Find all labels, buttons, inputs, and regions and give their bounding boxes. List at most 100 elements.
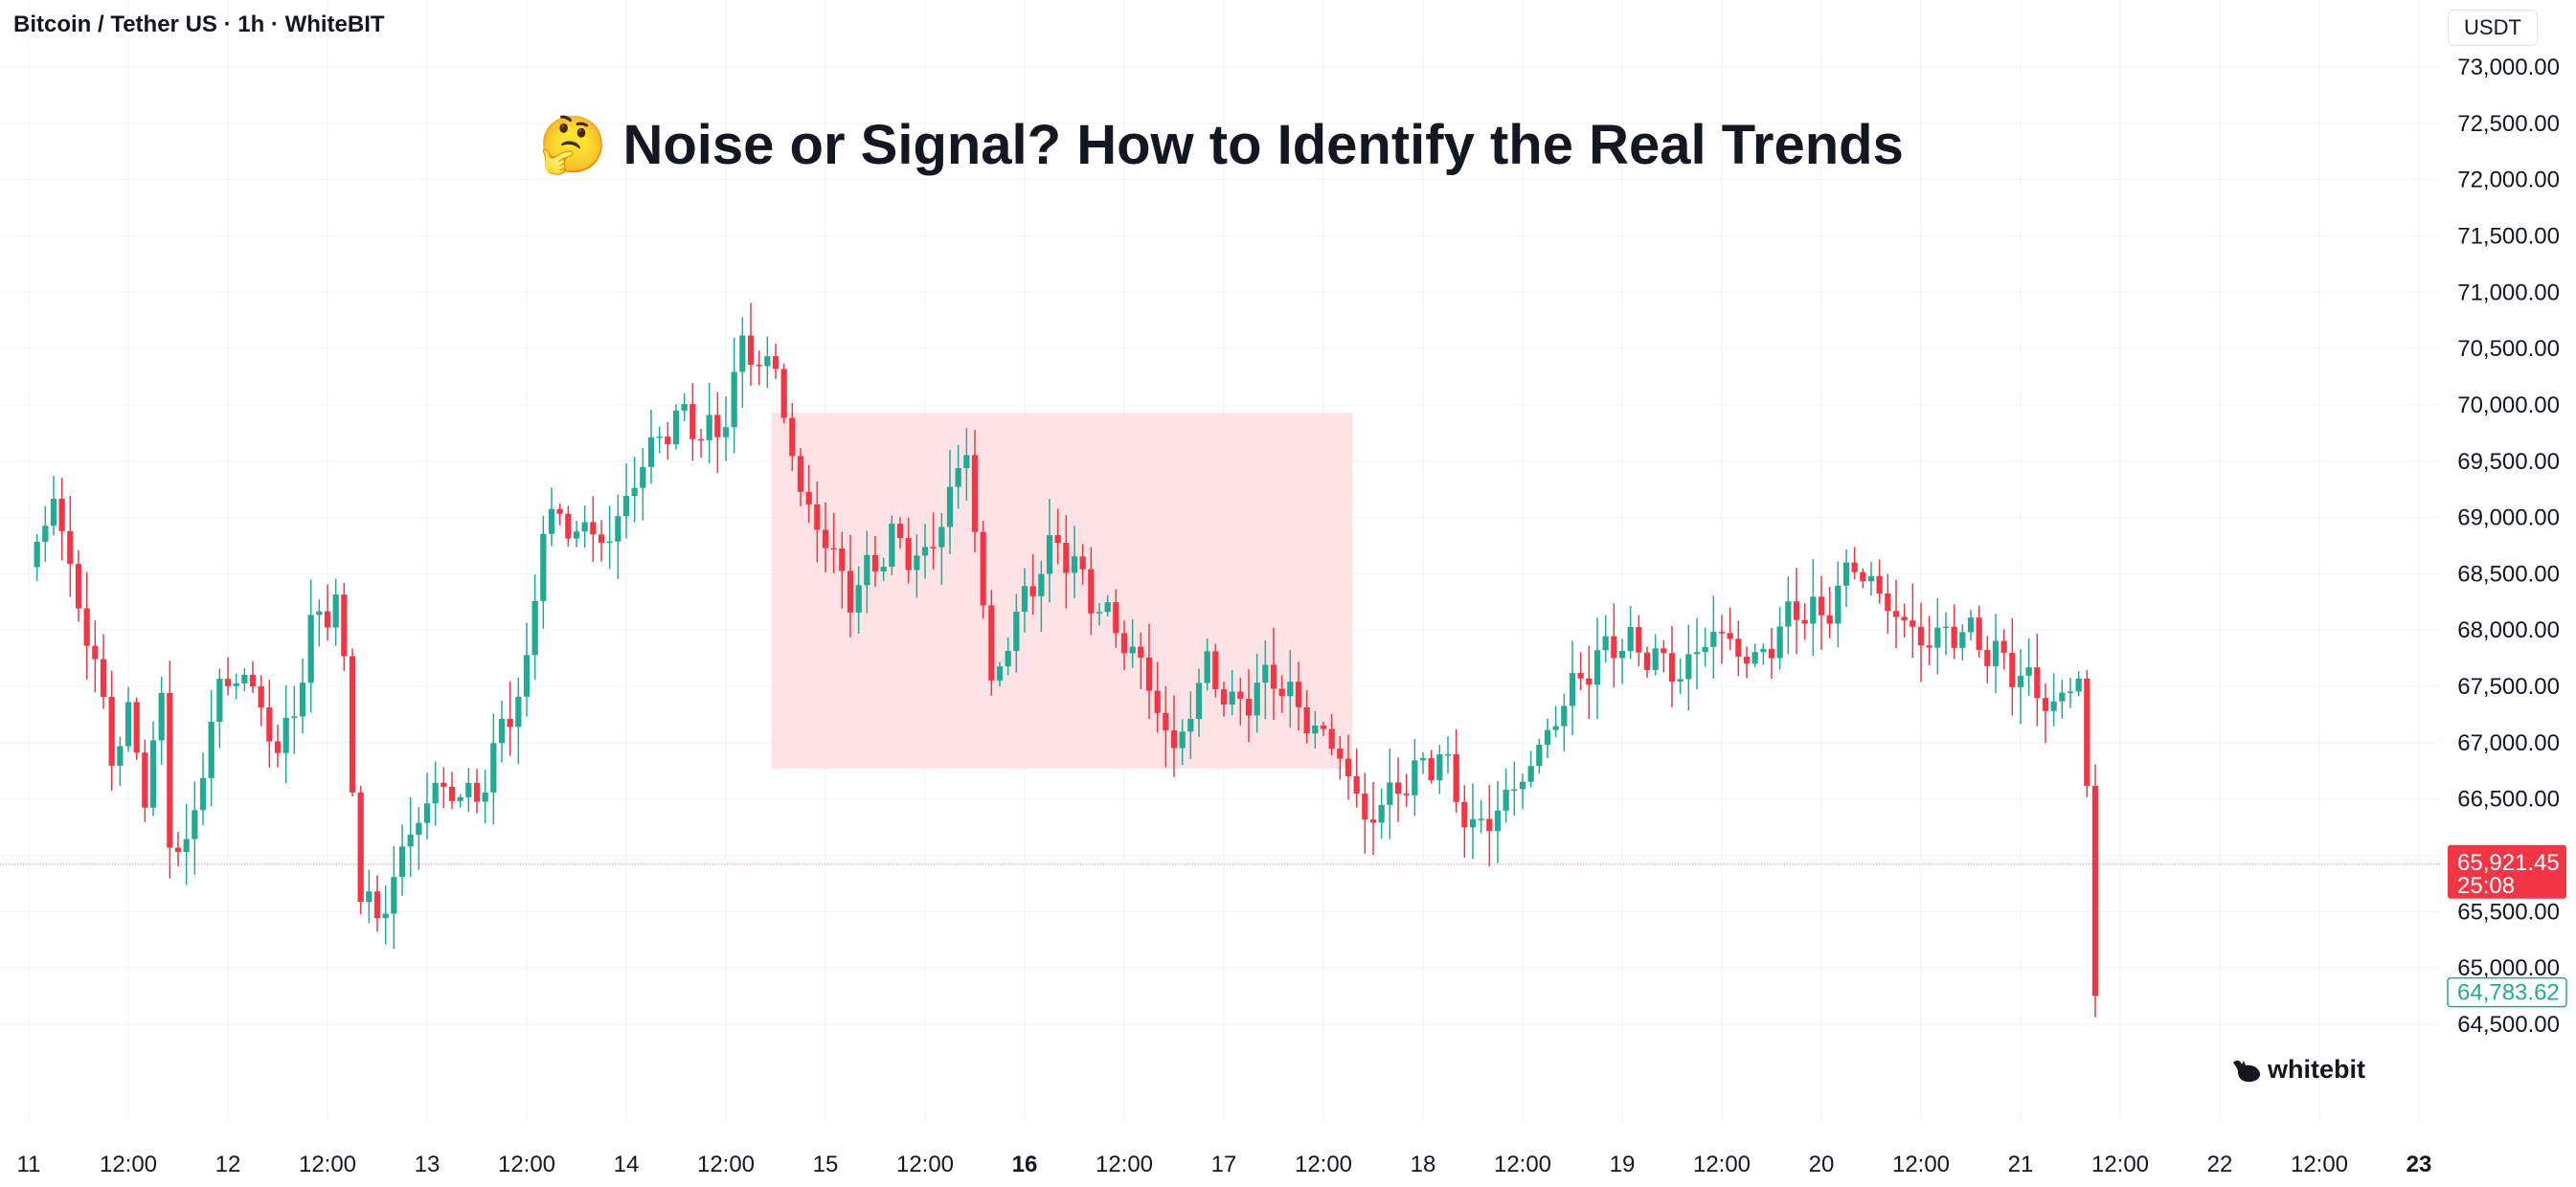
candle-body (814, 504, 821, 530)
y-tick-label: 73,000.00 (2457, 55, 2560, 80)
candle-body (1760, 648, 1767, 653)
candle-body (373, 891, 381, 919)
candle (889, 515, 895, 575)
candle (590, 496, 597, 563)
candle-body (1768, 648, 1775, 659)
candle (1254, 653, 1260, 733)
price-axis[interactable]: 73,000.00 72,500.00 72,000.00 71,500.00 71,0… (2457, 55, 2560, 1038)
candle (1120, 620, 1128, 671)
candle (797, 448, 804, 506)
candle-body (531, 600, 538, 656)
candle-body (1776, 626, 1783, 659)
candle (1362, 773, 1368, 854)
candle (473, 769, 481, 814)
candle (2075, 671, 2082, 697)
candle (1552, 705, 1559, 738)
candle-body (441, 782, 447, 787)
candle-body (722, 427, 730, 437)
candle (1867, 562, 1875, 596)
candle (1511, 761, 1518, 817)
y-tick-label: 67,500.00 (2457, 674, 2560, 700)
candle (50, 476, 57, 536)
candle (382, 885, 389, 945)
candle (1486, 784, 1493, 866)
candle-body (573, 531, 580, 539)
candle (1743, 646, 1751, 679)
candle (1785, 576, 1792, 655)
candle (963, 428, 970, 502)
candle (1129, 618, 1136, 668)
candle (83, 571, 90, 680)
x-tick-label: 16 (1012, 1152, 1038, 1177)
candle-body (590, 522, 597, 535)
candle (1195, 668, 1203, 737)
candle (1959, 624, 1966, 661)
y-tick-label: 65,000.00 (2457, 955, 2560, 981)
thinking-face-icon: 🤔 (538, 114, 608, 176)
candle (1353, 748, 1360, 808)
candle-body (1163, 712, 1169, 730)
candle-body (1627, 626, 1634, 651)
candle-body (1851, 562, 1858, 572)
candle-body (133, 702, 140, 753)
candle (1818, 575, 1825, 650)
x-tick-label: 12:00 (1693, 1152, 1751, 1177)
x-tick-label: 12 (215, 1152, 241, 1177)
candle-body (847, 571, 854, 613)
candle-body (2025, 667, 2032, 676)
candle (416, 807, 422, 870)
candle-body (1403, 794, 1410, 795)
candle-body (224, 679, 232, 686)
candle (780, 363, 787, 424)
candle (1885, 573, 1891, 634)
candle-body (1079, 556, 1086, 570)
candle-body (1793, 601, 1800, 620)
candle-body (946, 486, 954, 527)
candle-body (2017, 675, 2024, 687)
candle-body (1967, 617, 1975, 633)
candle-body (689, 404, 696, 439)
candle (1387, 749, 1393, 840)
candle-body (1063, 543, 1070, 573)
x-tick-label: 15 (813, 1152, 839, 1177)
candle (1013, 594, 1020, 673)
candle (1826, 587, 1833, 638)
candle (133, 697, 140, 760)
candle-body (1179, 731, 1186, 749)
candle-body (706, 414, 712, 440)
candle (266, 680, 273, 769)
candle (1519, 773, 1526, 810)
candle (142, 739, 148, 822)
candle-body (1718, 631, 1726, 634)
symbol-title[interactable]: Bitcoin / Tether US · 1h · WhiteBIT (13, 11, 385, 37)
candle (1636, 615, 1642, 667)
candle (1668, 625, 1676, 707)
candle-body (448, 786, 456, 801)
candle (366, 869, 373, 924)
candle (1727, 607, 1733, 651)
candle-body (1088, 569, 1095, 614)
candle (747, 302, 755, 386)
y-tick-label: 64,500.00 (2457, 1012, 2560, 1038)
candle-body (905, 538, 912, 571)
candle (357, 785, 364, 915)
candle-body (124, 702, 132, 747)
y-tick-label: 67,000.00 (2457, 730, 2560, 756)
x-tick-label: 12:00 (1295, 1152, 1352, 1177)
candle (1287, 650, 1294, 728)
candle-body (1901, 616, 1908, 621)
candle-body (789, 417, 796, 457)
candle-body (1229, 691, 1235, 705)
candle (914, 534, 920, 598)
candle (67, 495, 74, 597)
time-axis[interactable]: 11 12:00 12 12:00 13 12:00 14 12:00 15 12:00 16 12:… (17, 1152, 2432, 1177)
candle (1113, 589, 1119, 648)
candle-body (2034, 667, 2041, 699)
currency-button[interactable]: USDT (2448, 10, 2538, 46)
candle (615, 494, 621, 579)
candle-body (1860, 571, 1866, 582)
candle-body (208, 722, 215, 778)
candle-body (1369, 819, 1377, 823)
